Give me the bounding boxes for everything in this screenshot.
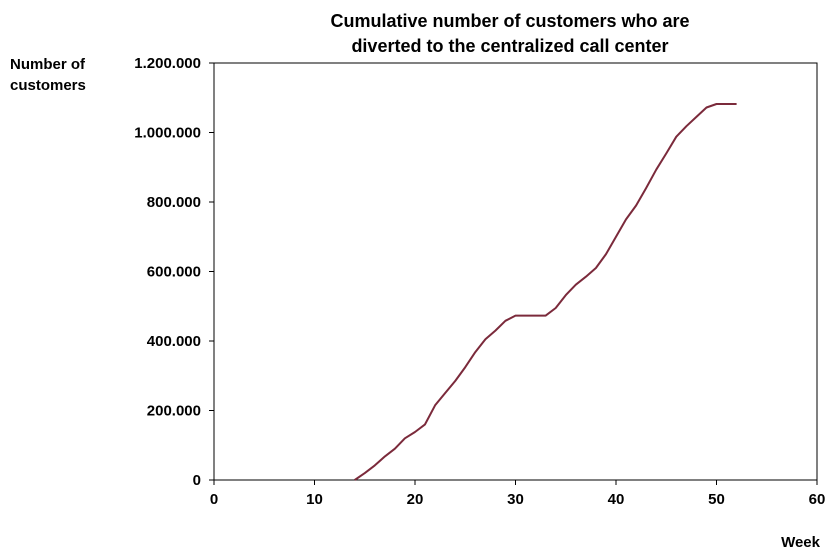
y-tick-label: 1.000.000 <box>134 125 201 142</box>
x-tick-label: 10 <box>306 491 323 508</box>
y-axis-label-line-1: Number of <box>10 56 86 73</box>
x-tick-label: 50 <box>708 491 725 508</box>
x-axis-label: Week <box>781 534 821 551</box>
x-tick-label: 40 <box>608 491 625 508</box>
y-axis: 0 200.000 400.000 600.000 800.000 1.000.000 1.… <box>134 55 214 489</box>
y-tick-label: 1.200.000 <box>134 55 201 72</box>
y-tick-label: 800.000 <box>147 194 201 211</box>
y-tick-label: 0 <box>193 472 201 489</box>
chart-title-line-2: diverted to the centralized call center <box>351 36 668 56</box>
x-tick-label: 0 <box>210 491 218 508</box>
x-tick-label: 20 <box>407 491 424 508</box>
x-tick-label: 60 <box>809 491 826 508</box>
y-axis-label-line-2: customers <box>10 77 86 94</box>
chart-title: Cumulative number of customers who are d… <box>330 11 689 56</box>
y-tick-label: 200.000 <box>147 403 201 420</box>
y-tick-label: 400.000 <box>147 333 201 350</box>
series-layer <box>354 103 737 481</box>
plot-area <box>213 62 818 481</box>
y-tick-label: 600.000 <box>147 264 201 281</box>
x-axis: 0 10 20 30 40 50 60 <box>210 480 826 508</box>
y-axis-label: Number of customers <box>10 56 86 94</box>
series-line <box>354 103 737 481</box>
chart-title-line-1: Cumulative number of customers who are <box>330 11 689 31</box>
x-tick-label: 30 <box>507 491 524 508</box>
